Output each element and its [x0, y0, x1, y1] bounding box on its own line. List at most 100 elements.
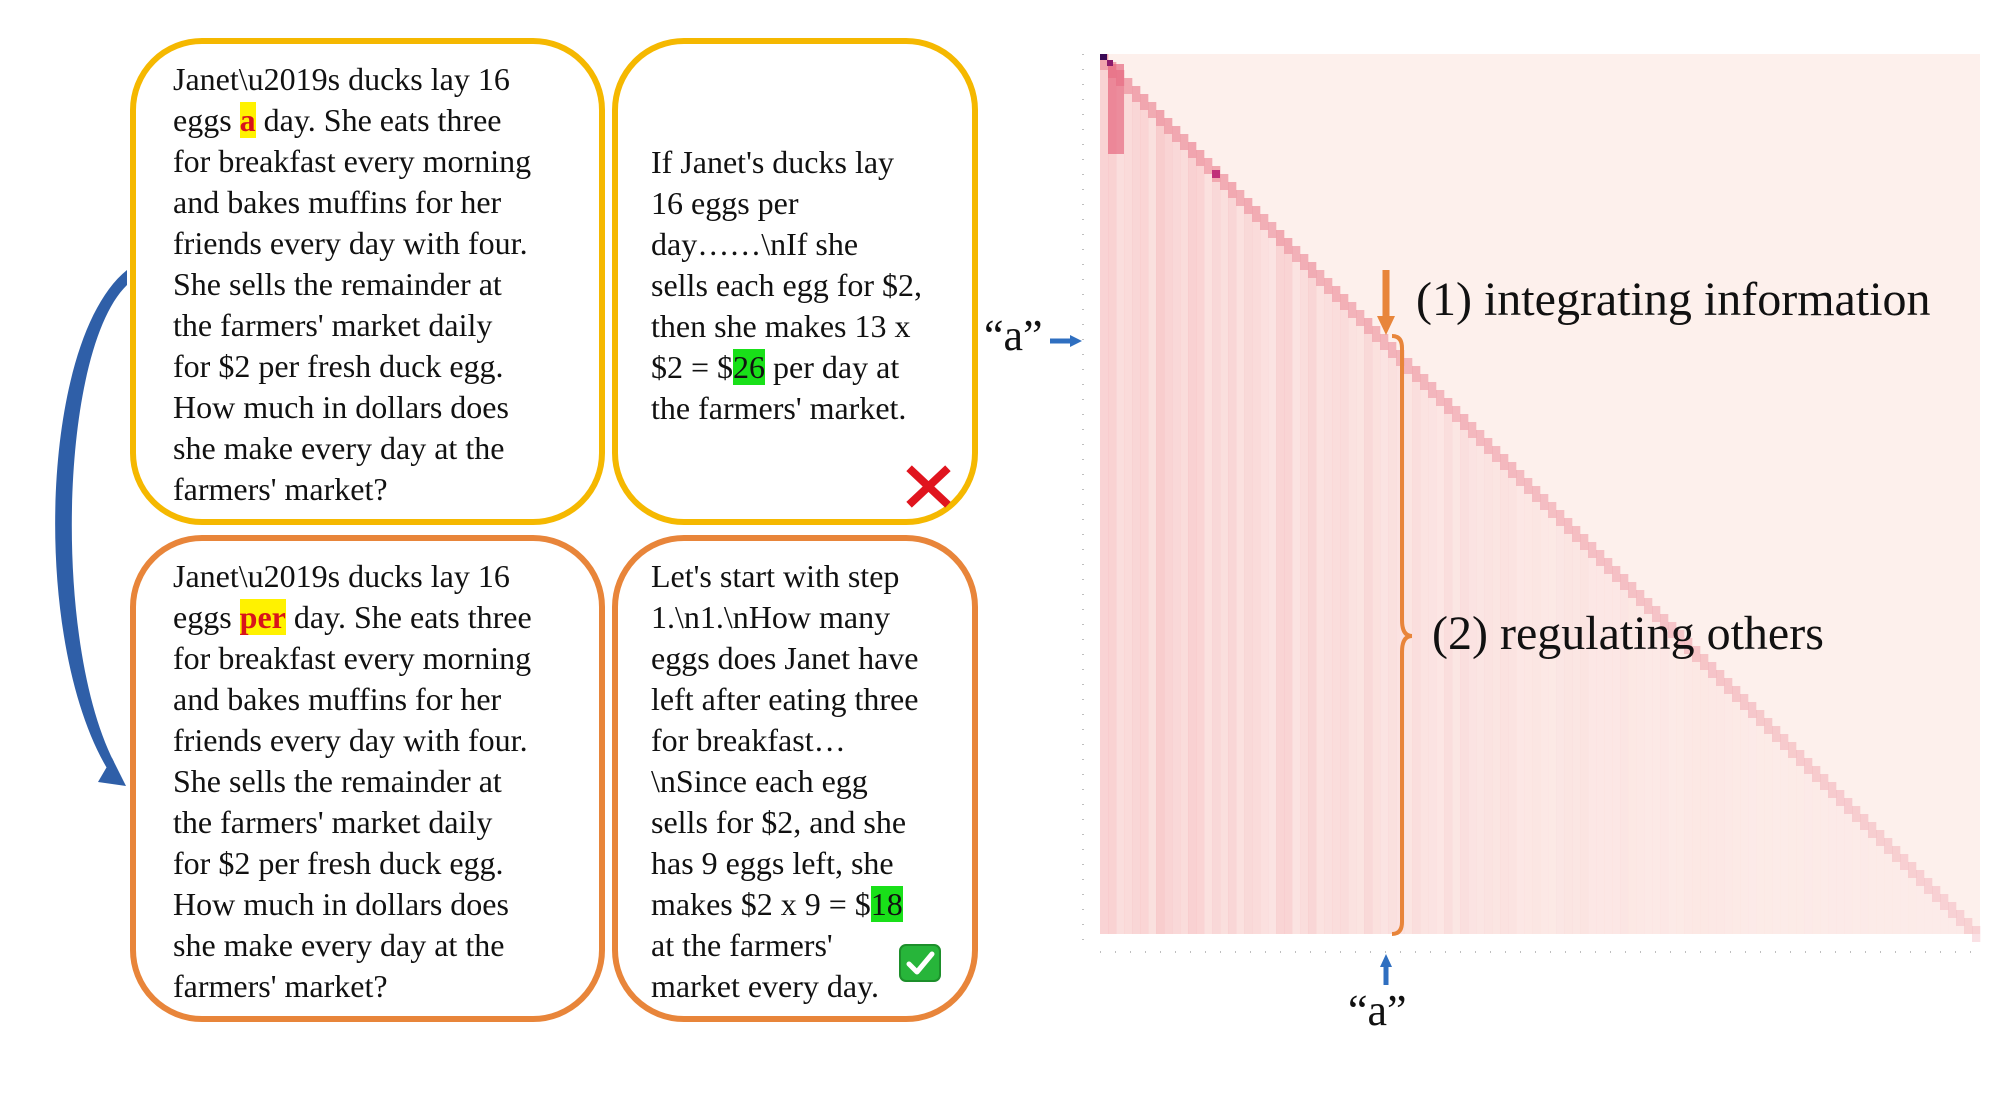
heatmap-column — [1788, 742, 1797, 934]
heatmap-column — [1772, 726, 1781, 934]
heatmap-diagonal-cell — [1164, 118, 1173, 134]
heatmap-column — [1916, 870, 1925, 934]
heatmap-column — [1364, 318, 1373, 934]
heatmap-column — [1180, 134, 1189, 934]
heatmap-diagonal-cell — [1268, 222, 1277, 238]
heatmap-diagonal-cell — [1140, 94, 1149, 110]
heatmap-diagonal-cell — [1372, 326, 1381, 342]
heatmap-column — [1340, 294, 1349, 934]
heatmap-column — [1492, 446, 1501, 934]
heatmap-column — [1412, 366, 1421, 934]
heatmap-diagonal-cell — [1924, 878, 1933, 894]
heatmap-diagonal-cell — [1564, 518, 1573, 534]
heatmap-column — [1324, 278, 1333, 934]
highlight-answer-26: 26 — [733, 349, 766, 385]
heatmap-column — [1236, 190, 1245, 934]
heatmap-diagonal-cell — [1532, 486, 1541, 502]
heatmap-diagonal-cell — [1740, 694, 1749, 710]
heatmap-column — [1108, 62, 1117, 934]
heatmap-column — [1124, 78, 1133, 934]
heatmap-column — [1820, 774, 1829, 934]
heatmap-column — [1756, 710, 1765, 934]
heatmap-diagonal-cell — [1276, 230, 1285, 246]
heatmap-diagonal-cell — [1156, 110, 1165, 126]
heatmap-column — [1700, 654, 1709, 934]
heatmap-column — [1204, 158, 1213, 934]
heatmap-diagonal-cell — [1324, 278, 1333, 294]
heatmap-diagonal-cell — [1964, 918, 1973, 934]
heatmap-column — [1188, 142, 1197, 934]
heatmap-diagonal-cell — [1300, 254, 1309, 270]
heatmap-column — [1460, 414, 1469, 934]
heatmap-diagonal-cell — [1308, 262, 1317, 278]
heatmap-column — [1212, 166, 1221, 934]
heatmap-column — [1172, 126, 1181, 934]
heatmap-diagonal-cell — [1204, 158, 1213, 174]
heatmap-column — [1860, 814, 1869, 934]
token-label-bottom: “a” — [1348, 986, 1407, 1035]
heatmap-diagonal-cell — [1196, 150, 1205, 166]
heatmap-column — [1500, 454, 1509, 934]
heatmap-diagonal-cell — [1956, 910, 1965, 926]
heatmap-diagonal-cell — [1356, 310, 1365, 326]
heatmap-diagonal-cell — [1852, 806, 1861, 822]
heatmap-diagonal-cell — [1548, 502, 1557, 518]
heatmap-diagonal-cell — [1732, 686, 1741, 702]
question-panel-original — [130, 38, 605, 525]
heatmap-column — [1780, 734, 1789, 934]
heatmap-column — [1228, 182, 1237, 934]
heatmap-diagonal-cell — [1228, 182, 1237, 198]
heatmap-diagonal-cell — [1348, 302, 1357, 318]
heatmap-diagonal-cell — [1948, 902, 1957, 918]
heatmap-diagonal-cell — [1516, 470, 1525, 486]
heatmap-column — [1100, 54, 1109, 934]
question-panel-modified — [130, 535, 605, 1022]
heatmap-column — [1348, 302, 1357, 934]
heatmap-diagonal-cell — [1748, 702, 1757, 718]
heatmap-diagonal-cell — [1612, 566, 1621, 582]
heatmap-column — [1852, 806, 1861, 934]
heatmap-diagonal-cell — [1796, 750, 1805, 766]
heatmap-column — [1148, 102, 1157, 934]
heatmap-column — [1268, 222, 1277, 934]
heatmap-column — [1972, 926, 1981, 934]
heatmap-column — [1908, 862, 1917, 934]
heatmap-diagonal-cell — [1828, 782, 1837, 798]
heatmap-column — [1572, 526, 1581, 934]
heatmap-column — [1196, 150, 1205, 934]
heatmap-diagonal-cell — [1876, 830, 1885, 846]
heatmap-column — [1964, 918, 1973, 934]
heatmap-diagonal-cell — [1716, 670, 1725, 686]
heatmap-diagonal-cell — [1124, 78, 1133, 94]
heatmap-diagonal-cell — [1540, 494, 1549, 510]
heatmap-diagonal-cell — [1572, 526, 1581, 542]
heatmap-diagonal-cell — [1916, 870, 1925, 886]
heatmap-column — [1388, 342, 1397, 934]
heatmap-diagonal-cell — [1476, 430, 1485, 446]
heatmap-diagonal-cell — [1820, 774, 1829, 790]
answer-text-correct: Let's start with step 1.\n1.\nHow many e… — [651, 558, 919, 1004]
highlight-token-per: per — [239, 599, 286, 635]
heatmap-column — [1260, 214, 1269, 934]
heatmap-diagonal-cell — [1116, 70, 1125, 86]
heatmap-diagonal-cell — [1708, 662, 1717, 678]
heatmap-column — [1220, 174, 1229, 934]
heatmap-diagonal-cell — [1132, 86, 1141, 102]
heatmap-diagonal-cell — [1900, 854, 1909, 870]
heatmap-column — [1844, 798, 1853, 934]
heatmap-diagonal-cell — [1396, 350, 1405, 366]
heatmap-column — [1836, 790, 1845, 934]
heatmap-diagonal-cell — [1460, 414, 1469, 430]
heatmap-column — [1516, 470, 1525, 934]
heatmap-column — [1284, 238, 1293, 934]
heatmap-column — [1812, 766, 1821, 934]
heatmap-diagonal-cell — [1932, 886, 1941, 902]
heatmap-column — [1556, 510, 1565, 934]
annotation-regulating: (2) regulating others — [1432, 607, 1824, 660]
heatmap-column — [1308, 262, 1317, 934]
heatmap-diagonal-cell — [1436, 390, 1445, 406]
heatmap-diagonal-cell — [1868, 822, 1877, 838]
heatmap-diagonal-cell — [1492, 446, 1501, 462]
heatmap-column — [1420, 374, 1429, 934]
heatmap-hot-band — [1108, 64, 1124, 154]
